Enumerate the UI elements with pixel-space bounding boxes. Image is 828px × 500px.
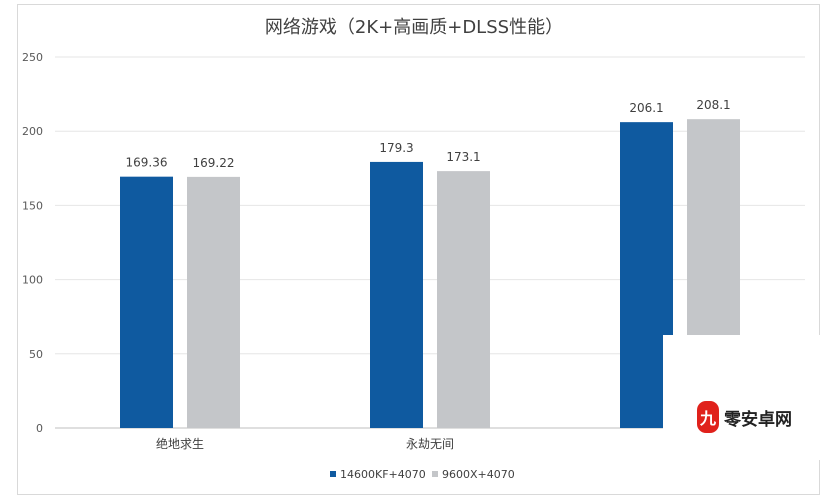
svg-text:零安卓网: 零安卓网 bbox=[723, 409, 792, 430]
bar bbox=[120, 176, 173, 428]
y-tick-label: 250 bbox=[22, 51, 43, 64]
x-tick-label: 绝地求生 bbox=[156, 436, 204, 451]
legend-swatch bbox=[330, 471, 336, 477]
y-tick-label: 0 bbox=[36, 422, 43, 435]
data-label: 206.1 bbox=[629, 101, 663, 115]
chart-frame bbox=[17, 4, 820, 495]
data-label: 179.3 bbox=[379, 141, 413, 155]
chart-title: 网络游戏（2K+高画质+DLSS性能） bbox=[265, 17, 563, 38]
y-tick-label: 150 bbox=[22, 199, 43, 212]
y-tick-label: 50 bbox=[29, 348, 43, 361]
watermark: 九 零安卓网 bbox=[663, 335, 828, 460]
watermark-logo-icon: 九 零安卓网 bbox=[697, 401, 792, 433]
bar bbox=[437, 171, 490, 428]
bar bbox=[187, 176, 240, 428]
legend-swatch bbox=[432, 471, 438, 477]
data-label: 173.1 bbox=[446, 150, 480, 164]
y-tick-label: 100 bbox=[22, 274, 43, 287]
svg-text:九: 九 bbox=[699, 409, 716, 428]
x-tick-label: 永劫无间 bbox=[406, 437, 454, 451]
data-label: 169.36 bbox=[126, 156, 168, 170]
legend-label: 9600X+4070 bbox=[442, 468, 515, 481]
data-label: 169.22 bbox=[193, 156, 235, 170]
legend-label: 14600KF+4070 bbox=[340, 468, 426, 481]
bar bbox=[370, 161, 423, 428]
data-label: 208.1 bbox=[696, 98, 730, 112]
y-tick-label: 200 bbox=[22, 125, 43, 138]
